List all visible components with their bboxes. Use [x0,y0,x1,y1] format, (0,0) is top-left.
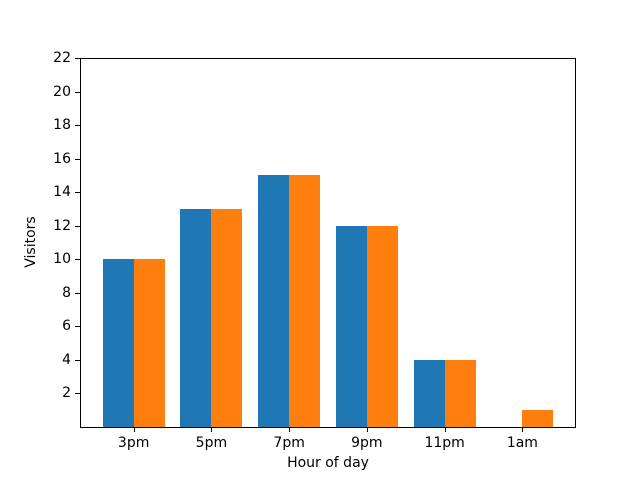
bar-orange-5pm [211,209,242,427]
y-tick-label: 2 [62,385,71,402]
y-tick-mark [75,393,80,394]
y-tick-label: 8 [62,284,71,301]
bar-orange-1am [522,410,553,427]
y-tick-mark [75,259,80,260]
x-tick-label: 11pm [424,435,465,451]
x-tick-mark [445,428,446,432]
x-tick-mark [289,428,290,432]
bar-orange-3pm [134,259,165,427]
x-tick-mark [367,428,368,432]
y-tick-mark [75,293,80,294]
bar-orange-9pm [367,226,398,427]
y-tick-label: 18 [53,117,71,134]
y-tick-mark [75,192,80,193]
y-tick-mark [75,125,80,126]
y-tick-label: 12 [53,217,71,234]
bar-orange-7pm [289,175,320,427]
x-tick-label: 1am [506,435,538,451]
y-tick-label: 14 [53,184,71,201]
y-tick-mark [75,360,80,361]
x-tick-mark [522,428,523,432]
x-axis-label: Hour of day [287,455,369,471]
bar-blue-7pm [258,175,289,427]
x-tick-label: 3pm [117,435,150,451]
x-tick-mark [134,428,135,432]
y-tick-mark [75,58,80,59]
y-tick-label: 22 [53,50,71,66]
x-tick-label: 9pm [351,435,383,451]
bar-blue-5pm [180,209,211,427]
y-tick-mark [75,92,80,93]
y-tick-mark [75,326,80,327]
x-tick-label: 7pm [273,435,305,451]
bar-blue-3pm [103,259,134,427]
y-tick-label: 10 [53,251,71,268]
axis-spine-right [575,58,576,428]
y-tick-label: 4 [62,351,71,368]
bar-blue-11pm [414,360,445,427]
y-tick-mark [75,159,80,160]
axis-spine-left [80,58,81,428]
bar-blue-9pm [336,226,367,427]
axis-spine-top [80,58,576,59]
axis-spine-bottom [80,427,576,428]
y-tick-mark [75,226,80,227]
bar-orange-11pm [445,360,476,427]
y-tick-label: 20 [53,83,71,100]
y-tick-label: 16 [53,150,71,167]
y-tick-label: 6 [62,318,71,335]
x-tick-label: 5pm [195,435,228,451]
x-tick-mark [211,428,212,432]
